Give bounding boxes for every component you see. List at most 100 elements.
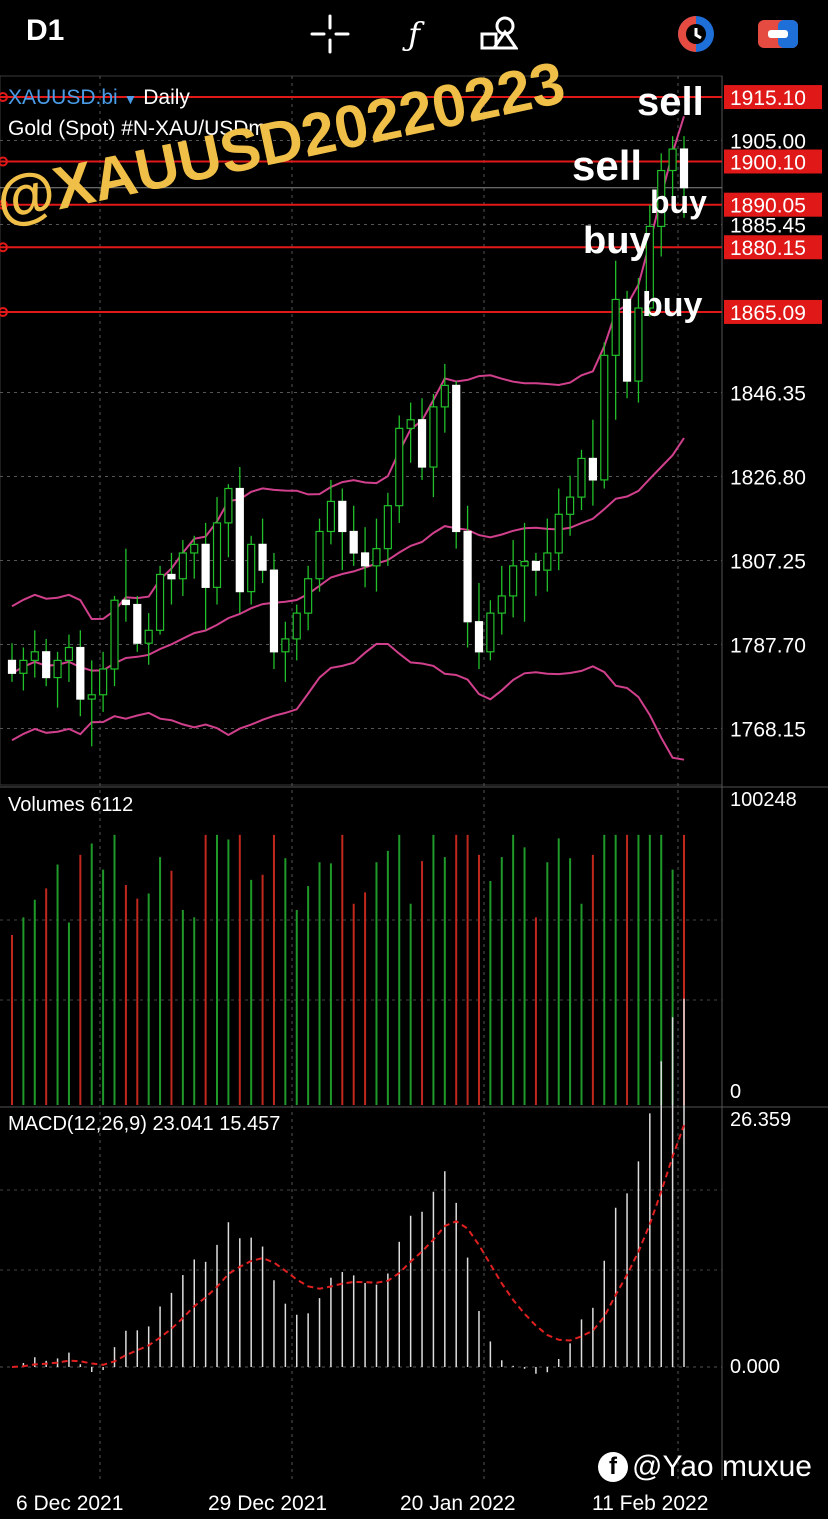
candle-body-14 [167,573,176,580]
candle-body-47 [543,552,552,571]
objects-icon[interactable] [476,14,520,54]
candle-body-11 [133,603,142,644]
candle-body-46 [531,560,541,571]
macd-signal-line [11,1124,685,1368]
price-tick-label-1: 1885.45 [730,214,806,237]
candle-body-26 [304,578,313,614]
function-icon[interactable]: ƒ [408,15,420,53]
candle-body-25 [292,612,301,640]
candle-body-42 [486,612,495,653]
level-price-tag-4[interactable] [724,299,822,324]
volume-min: 0 [730,1081,742,1103]
crosshair-icon[interactable] [308,14,352,54]
candle-body-41 [474,621,484,653]
candle-body-21 [247,543,256,593]
level-handle-3[interactable] [0,242,8,253]
candle-body-10 [121,599,130,606]
candle-body-6 [76,646,85,700]
candle-body-32 [372,548,381,567]
candle-body-23 [269,569,279,653]
candle-body-51 [588,457,597,481]
candle-body-34 [395,427,404,507]
level-price-tag-0[interactable] [724,85,822,110]
candle-body-33 [383,505,392,550]
level-price-label-0: 1915.10 [730,87,806,110]
candle-body-50 [577,457,586,498]
candle-body-1 [19,659,28,674]
date-tick-label-3: 11 Feb 2022 [592,1492,708,1515]
bollinger-upper-band [11,116,685,621]
candle-body-7 [87,694,96,700]
candle-body-31 [360,552,370,567]
candle-body-20 [235,487,244,593]
candle-body-38 [440,384,449,408]
candle-body-28 [326,500,336,533]
candle-body-0 [7,659,17,674]
candle-body-5 [64,646,74,661]
candle-body-15 [178,552,187,580]
timeframe-button[interactable]: D1 [26,14,65,47]
candle-body-27 [315,530,324,580]
bollinger-middle-band [11,437,685,675]
level-price-label-2: 1890.05 [730,195,806,218]
price-tick-label-5: 1787.70 [730,634,806,657]
candle-body-57 [657,169,666,227]
candle-body-35 [406,419,415,429]
macd-zero: 0.000 [730,1356,781,1378]
settings-icon[interactable] [756,14,800,54]
candle-body-40 [463,530,472,623]
candle-body-3 [42,651,51,679]
candle-body-9 [110,599,119,670]
level-price-tag-3[interactable] [724,235,822,260]
candle-body-13 [155,573,165,631]
level-handle-4[interactable] [0,306,8,317]
candle-body-52 [600,354,609,481]
macd-max: 26.359 [730,1109,792,1131]
candle-body-12 [144,629,153,644]
bollinger-lower-band [11,642,685,761]
candle-body-22 [258,543,267,571]
volume-label: Volumes 6112 [8,794,134,816]
candle-body-19 [224,487,233,524]
level-handle-0[interactable] [0,92,8,103]
candle-body-36 [417,419,427,468]
candle-body-58 [668,148,677,172]
level-price-label-3: 1880.15 [730,237,806,260]
candle-body-43 [497,595,506,614]
price-tick-label-2: 1846.35 [730,382,806,405]
candle-body-16 [190,543,199,554]
level-handle-2[interactable] [0,199,8,210]
price-panel-border [0,75,723,786]
symbol-header: XAUUSD.bi ▼ Daily [8,86,190,110]
candle-body-18 [212,522,222,588]
symbol-name[interactable]: XAUUSD.bi [8,86,118,109]
level-price-label-1: 1900.10 [730,152,806,175]
candle-body-37 [429,406,438,468]
candle-body-54 [622,298,632,382]
candle-body-56 [645,225,654,309]
level-price-label-4: 1865.09 [730,302,806,325]
candle-body-59 [679,148,689,189]
macd-label: MACD(12,26,9) 23.041 15.457 [8,1113,281,1135]
level-handle-1[interactable] [0,156,8,167]
level-price-tag-1[interactable] [724,149,822,174]
date-tick-label-2: 20 Jan 2022 [400,1492,516,1515]
trade-icon[interactable] [674,14,718,54]
volume-max: 100248 [730,789,797,811]
candle-body-45 [520,560,529,567]
price-tick-label-0: 1905.00 [730,130,806,153]
candle-body-29 [338,500,347,533]
price-tick-label-3: 1826.80 [730,466,806,489]
candle-body-49 [566,496,575,515]
candle-body-24 [281,638,290,653]
period-label: Daily [143,86,190,109]
price-tick-label-6: 1768.15 [730,718,806,741]
candle-body-55 [634,307,643,382]
candle-body-39 [452,384,461,533]
date-tick-label-1: 29 Dec 2021 [208,1492,327,1515]
price-tick-label-4: 1807.25 [730,550,806,573]
level-price-tag-2[interactable] [724,192,822,217]
symbol-dropdown-icon[interactable]: ▼ [123,91,138,107]
candle-body-53 [611,298,620,356]
